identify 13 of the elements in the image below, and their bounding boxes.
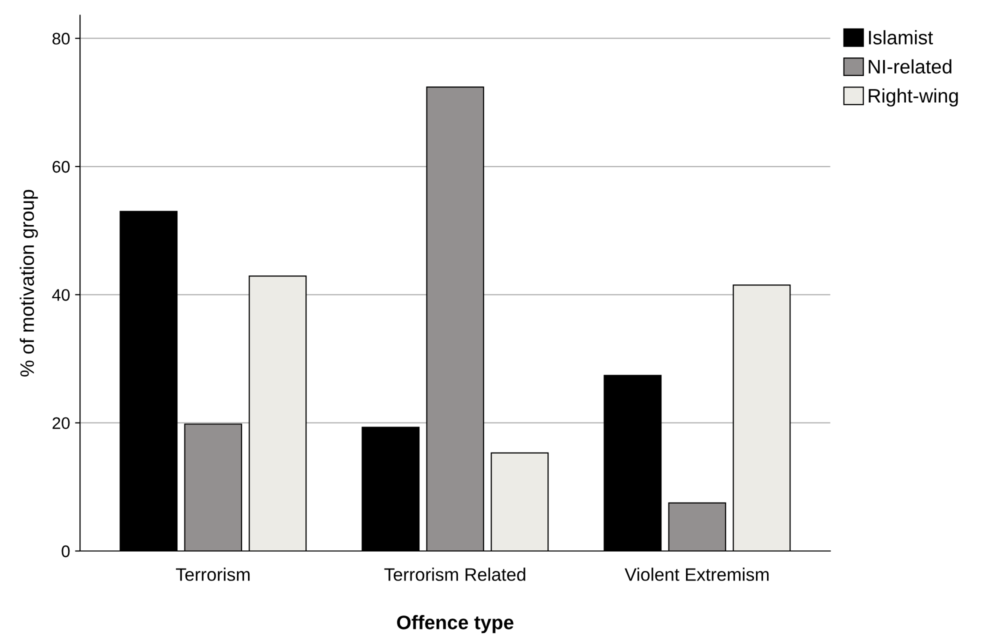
legend-label: Islamist: [869, 30, 933, 44]
x-tick-label: Terrorism: [176, 568, 250, 581]
y-axis-title: % of motivation group: [20, 190, 38, 376]
y-tick-label: 40: [52, 289, 70, 301]
legend-label: NI-related: [868, 59, 952, 74]
x-tick-label: Violent Extremism: [624, 568, 769, 581]
y-tick-label: 0: [62, 545, 70, 558]
y-tick-label: 20: [52, 417, 70, 430]
x-axis-title: Offence type: [397, 615, 514, 634]
x-tick-label: Terrorism Related: [384, 568, 526, 581]
legend-label: Right-wing: [868, 88, 958, 107]
y-tick-label: 60: [52, 160, 70, 173]
y-tick-label: 80: [52, 32, 70, 45]
